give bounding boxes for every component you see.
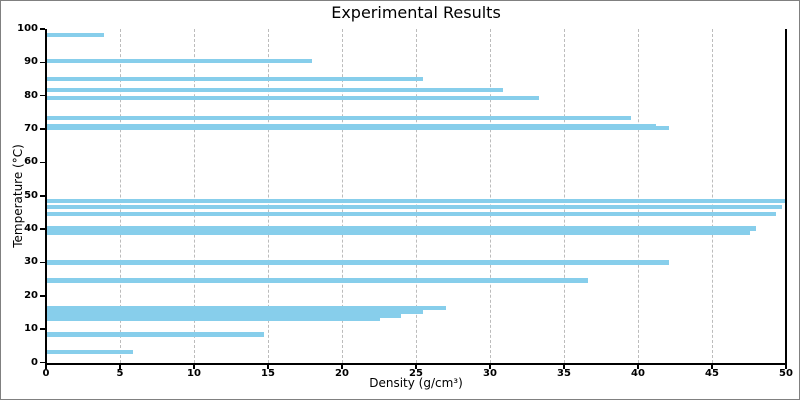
x-tick [711,364,713,369]
gridline [638,29,639,363]
y-tick [40,161,45,164]
gridline [268,29,269,363]
bar [47,204,782,209]
bar [47,230,751,235]
x-tick [267,364,269,369]
gridline [416,29,417,363]
gridline [564,29,565,363]
left-spine [45,29,47,365]
bar [47,32,104,38]
y-tick-label: 80 [24,89,38,101]
bar [47,305,446,310]
x-tick-label: 35 [557,368,571,379]
bar [47,95,539,100]
y-tick [40,361,45,364]
y-tick-label: 0 [31,356,38,368]
bar [47,309,424,314]
x-tick [45,364,47,369]
y-tick [40,295,45,297]
x-tick-label: 40 [631,368,645,379]
x-tick [637,364,639,369]
bar [47,316,381,321]
y-tick [40,328,45,330]
x-axis-label: Density (g/cm³) [369,376,463,390]
gridline [342,29,343,363]
x-tick-label: 20 [335,368,349,379]
bar [47,198,786,203]
y-tick-label: 40 [24,223,38,235]
bar [47,58,313,64]
chart-title: Experimental Results [331,3,501,22]
x-tick-label: 25 [409,368,423,379]
x-tick [341,364,343,369]
y-tick-label: 60 [24,156,38,168]
x-tick-label: 10 [187,368,201,379]
bar [47,87,504,93]
x-tick-label: 15 [261,368,275,379]
y-tick-label: 10 [24,323,38,335]
bar [47,349,134,354]
bar [47,332,264,337]
y-tick [40,261,45,264]
y-tick-label: 50 [24,189,38,201]
bar [47,260,670,265]
y-tick [40,94,45,97]
y-tick-label: 30 [24,256,38,268]
x-tick-label: 0 [42,368,50,379]
gridline [490,29,491,363]
x-tick [415,364,417,369]
y-tick [40,61,45,64]
gridline [120,29,121,363]
y-tick [40,195,45,197]
right-spine [785,29,787,365]
gridline [194,29,195,363]
bar [47,278,588,283]
bar [47,123,656,128]
bar [47,126,670,131]
y-tick [40,28,45,30]
bar [47,211,776,216]
y-tick-label: 90 [24,56,38,68]
x-tick [563,364,565,369]
bar [47,226,757,231]
bar [47,115,631,120]
x-tick [489,364,491,369]
x-tick-label: 50 [779,368,793,379]
x-tick [193,364,195,369]
y-tick-label: 100 [17,23,38,34]
bottom-spine [45,363,787,365]
x-tick [119,364,121,369]
bar [47,313,402,318]
y-tick-label: 70 [24,123,38,135]
x-tick-label: 45 [705,368,719,379]
y-tick [40,228,45,230]
gridline [712,29,713,363]
bar [47,76,424,82]
x-tick [785,364,787,369]
y-tick [40,128,45,130]
x-tick-label: 30 [483,368,497,379]
y-tick-label: 20 [24,289,38,301]
x-tick-label: 5 [116,368,124,379]
